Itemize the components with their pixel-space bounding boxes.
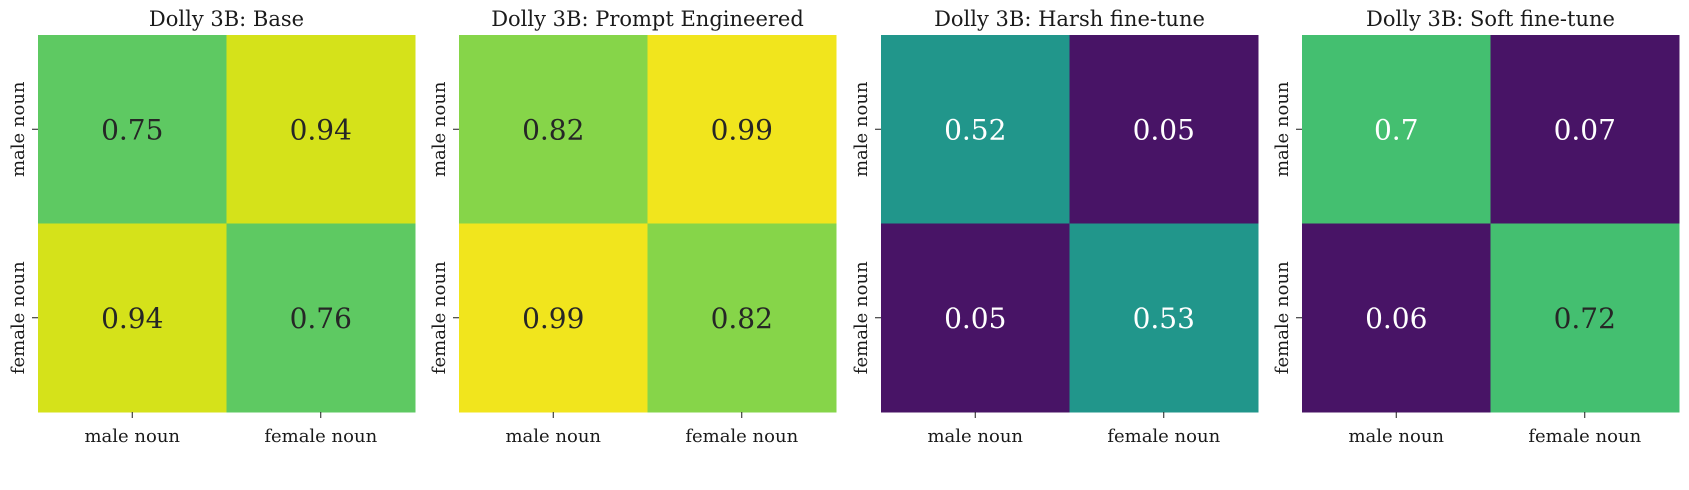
heatmap-panel-2: 0.82 0.99 0.99 0.82 Dolly 3B: Prompt Enginee… [429,7,837,447]
cell-value-label: 0.05 [944,302,1006,335]
heatmap-cell [459,223,648,413]
cell-value-label: 0.82 [522,113,584,146]
cell-value-label: 0.94 [290,113,352,146]
heatmap-cell [881,223,1070,413]
cell-value-label: 0.07 [1554,113,1616,146]
cell-value-label: 0.99 [522,302,584,335]
y-tick-label: male noun [1272,81,1293,177]
heatmap-cell [1490,223,1680,413]
cell-value-label: 0.06 [1365,302,1427,335]
x-tick-label: female noun [264,426,377,447]
x-tick-label: female noun [685,426,798,447]
x-tick-label: male noun [1348,426,1444,447]
x-tick-label: male noun [927,426,1023,447]
cell-value-label: 0.05 [1133,113,1195,146]
heatmap-cell [1069,223,1259,413]
x-tick-label: male noun [505,426,601,447]
cell-value-label: 0.52 [944,113,1006,146]
heatmap-panel-1: 0.75 0.94 0.94 0.76 Dolly 3B: Base male noun f… [8,7,416,447]
heatmap-cell [1490,35,1680,224]
heatmap-cell [226,35,416,224]
heatmap-cell [226,223,416,413]
heatmap-panel-4: 0.7 0.07 0.06 0.72 Dolly 3B: Soft fine-tune m… [1272,7,1680,447]
chart-title: Dolly 3B: Base [149,7,304,31]
y-tick-label: male noun [8,81,29,177]
cell-value-label: 0.99 [711,113,773,146]
cell-value-label: 0.76 [290,302,352,335]
cell-value-label: 0.53 [1133,302,1195,335]
y-tick-label: female noun [8,261,29,374]
cell-value-label: 0.82 [711,302,773,335]
x-tick-label: female noun [1528,426,1641,447]
heatmap-cell [647,35,837,224]
x-tick-label: male noun [84,426,180,447]
cell-value-label: 0.72 [1554,302,1616,335]
x-tick-label: female noun [1107,426,1220,447]
chart-title: Dolly 3B: Harsh fine-tune [934,7,1205,31]
chart-title: Dolly 3B: Prompt Engineered [491,7,804,31]
heatmap-cell [1302,35,1491,224]
y-tick-label: male noun [851,81,872,177]
y-tick-label: male noun [429,81,450,177]
heatmap-cell [881,35,1070,224]
y-tick-label: female noun [851,261,872,374]
heatmap-cell [38,223,227,413]
y-tick-label: female noun [1272,261,1293,374]
cell-value-label: 0.7 [1374,113,1419,146]
heatmap-panel-3: 0.52 0.05 0.05 0.53 Dolly 3B: Harsh fine-tun… [851,7,1259,447]
heatmap-cell [647,223,837,413]
heatmap-cell [38,35,227,224]
cell-value-label: 0.94 [101,302,163,335]
chart-title: Dolly 3B: Soft fine-tune [1366,7,1615,31]
heatmap-cell [1069,35,1259,224]
heatmap-cell [1302,223,1491,413]
y-tick-label: female noun [429,261,450,374]
cell-value-label: 0.75 [101,113,163,146]
heatmap-cell [459,35,648,224]
